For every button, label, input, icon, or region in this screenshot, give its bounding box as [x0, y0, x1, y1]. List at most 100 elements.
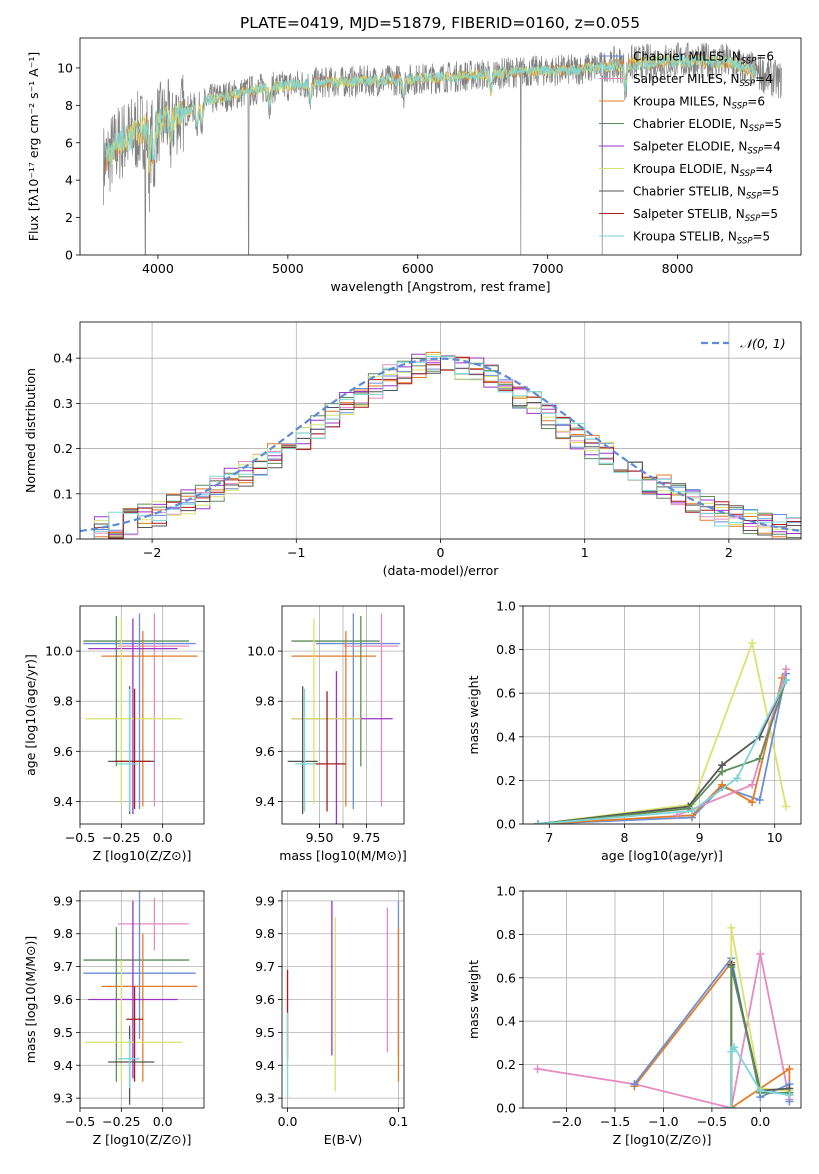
y-tick-label: 9.7	[53, 959, 73, 974]
x-axis-label: Z [log10(Z/Z⊙)]	[93, 848, 192, 863]
x-tick-label: −1.0	[648, 1114, 678, 1129]
y-tick-label: 9.6	[255, 744, 275, 759]
y-tick-label: 9.4	[255, 1058, 275, 1073]
y-tick-label: 9.6	[53, 992, 73, 1007]
x-tick-label: −0.5	[65, 830, 95, 845]
axes-frame	[79, 37, 802, 256]
y-tick-label: 9.6	[255, 992, 275, 1007]
axes-frame	[281, 890, 405, 1109]
series-line	[537, 673, 787, 824]
x-tick-label: 0.0	[153, 1114, 173, 1129]
y-tick-label: 9.5	[255, 1025, 275, 1040]
figure-title: PLATE=0419, MJD=51879, FIBERID=0160, z=0…	[240, 14, 640, 32]
y-tick-label: 9.8	[53, 694, 73, 709]
y-tick-label: 9.8	[255, 926, 275, 941]
y-tick-label: 9.8	[255, 694, 275, 709]
series-line	[537, 677, 784, 824]
plot-area	[533, 923, 794, 1108]
legend-label: Chabrier MILES, NSSP=6	[633, 50, 774, 67]
legend-label: Kroupa STELIB, NSSP=5	[633, 230, 770, 247]
y-tick-label: 1.0	[496, 599, 516, 614]
panel-mass-vs-Z: −0.5 −0.25 0.0 9.3 9.4 9.5 9.6 9.7 9.8 9.9 Z [log1…	[23, 890, 205, 1147]
y-tick-label: 0.2	[53, 441, 73, 456]
y-tick-label: 0.0	[53, 532, 73, 547]
data-point-marker	[781, 676, 790, 685]
x-tick-label: 0	[437, 545, 445, 560]
panel-mass-weight-vs-Z: −2.0 −1.5 −1.0 −0.5 0.0 0.0 0.2 0.4 0.6 0.8 1.0 Z […	[466, 884, 802, 1147]
series-line	[537, 953, 791, 1108]
axes-frame	[79, 321, 802, 540]
x-tick-label: −0.5	[697, 1114, 727, 1129]
x-axis-label: mass [log10(M/M⊙)]	[279, 848, 407, 863]
legend-label: Chabrier STELIB, NSSP=5	[633, 185, 779, 202]
x-tick-label: 5000	[272, 261, 304, 276]
panel-residual-histogram: −2 −1 0 1 2 0.0 0.1 0.2 0.3 0.4 (data-model)/error…	[23, 321, 802, 578]
data-point-marker	[748, 639, 757, 648]
data-point-marker	[718, 780, 727, 789]
x-tick-label: 9.75	[353, 830, 381, 845]
data-point-marker	[755, 754, 764, 763]
x-tick-label: 0.1	[389, 1114, 409, 1129]
x-tick-label: 4000	[142, 261, 174, 276]
data-point-marker	[748, 798, 757, 807]
y-tick-label: 9.5	[53, 1025, 73, 1040]
x-tick-label: 8000	[662, 261, 694, 276]
y-tick-label: 0.1	[53, 486, 73, 501]
panel-age-vs-Z: −0.5 −0.25 0.0 9.4 9.6 9.8 10.0 Z [log10(Z/Z⊙)]…	[23, 605, 205, 863]
data-point-marker	[785, 1090, 794, 1099]
panel-mass-weight-vs-age: 7 8 9 10 0.0 0.2 0.4 0.6 0.8 1.0 age [log10(age/yr…	[466, 599, 802, 863]
y-tick-label: 9.9	[53, 893, 73, 908]
legend-label: Salpeter ELODIE, NSSP=4	[633, 140, 781, 157]
data-point-marker	[781, 802, 790, 811]
x-tick-label: 0.0	[153, 830, 173, 845]
axes-frame	[522, 605, 802, 825]
x-tick-label: −1.5	[600, 1114, 630, 1129]
x-axis-label: age [log10(age/yr)]	[601, 848, 723, 863]
data-point-marker	[733, 774, 742, 783]
y-tick-label: 0.8	[496, 927, 516, 942]
x-tick-label: −2.0	[551, 1114, 581, 1129]
panel-mass-vs-EBV: 0.0 0.1 9.3 9.4 9.5 9.6 9.7 9.8 9.9 E(B-V)	[255, 890, 409, 1147]
axes-frame	[79, 605, 205, 825]
data-point-marker	[727, 1047, 736, 1056]
data-point-marker	[756, 949, 765, 958]
y-axis-label: age [log10(age/yr)]	[23, 654, 38, 776]
x-tick-label: 9	[696, 830, 704, 845]
data-point-marker	[727, 962, 736, 971]
y-axis-label: mass [log10(M/M⊙)]	[23, 936, 38, 1064]
axes-frame	[79, 890, 205, 1109]
legend-label: Chabrier ELODIE, NSSP=5	[633, 117, 782, 134]
legend-label: Kroupa MILES, NSSP=6	[633, 95, 765, 112]
data-point-marker	[727, 923, 736, 932]
data-point-marker	[781, 665, 790, 674]
x-tick-label: 8	[620, 830, 628, 845]
x-axis-label: (data-model)/error	[383, 563, 500, 578]
data-point-marker	[688, 806, 697, 815]
x-tick-label: −0.5	[65, 1114, 95, 1129]
x-tick-label: 7000	[532, 261, 564, 276]
gaussian-curve	[80, 357, 801, 533]
y-tick-label: 9.8	[53, 926, 73, 941]
y-tick-label: 9.6	[53, 744, 73, 759]
y-axis-label: Flux [fλ10⁻¹⁷ erg cm⁻² s⁻¹ A⁻¹]	[26, 52, 41, 241]
data-point-marker	[727, 1104, 736, 1108]
y-tick-label: 9.4	[255, 794, 275, 809]
y-tick-label: 8	[65, 98, 73, 113]
panel-age-vs-mass: 9.50 9.75 9.4 9.6 9.8 10.0 mass [log10(M/M⊙)]	[247, 605, 407, 863]
x-tick-label: 2	[725, 545, 733, 560]
y-tick-label: 0.8	[496, 642, 516, 657]
observed-spectrum-line	[103, 42, 782, 255]
x-tick-label: 7	[545, 830, 553, 845]
y-tick-label: 0.6	[496, 686, 516, 701]
plot-area	[83, 891, 198, 1105]
data-point-marker	[748, 780, 757, 789]
data-point-marker	[630, 1080, 639, 1089]
plot-area	[287, 613, 401, 824]
y-tick-label: 0.4	[496, 729, 516, 744]
y-tick-label: 6	[65, 135, 73, 150]
y-tick-label: 0.0	[496, 1101, 516, 1116]
legend-label: Kroupa ELODIE, NSSP=4	[633, 162, 773, 179]
data-point-marker	[730, 1043, 739, 1052]
y-tick-label: 0.0	[496, 817, 516, 832]
y-tick-label: 0.6	[496, 970, 516, 985]
